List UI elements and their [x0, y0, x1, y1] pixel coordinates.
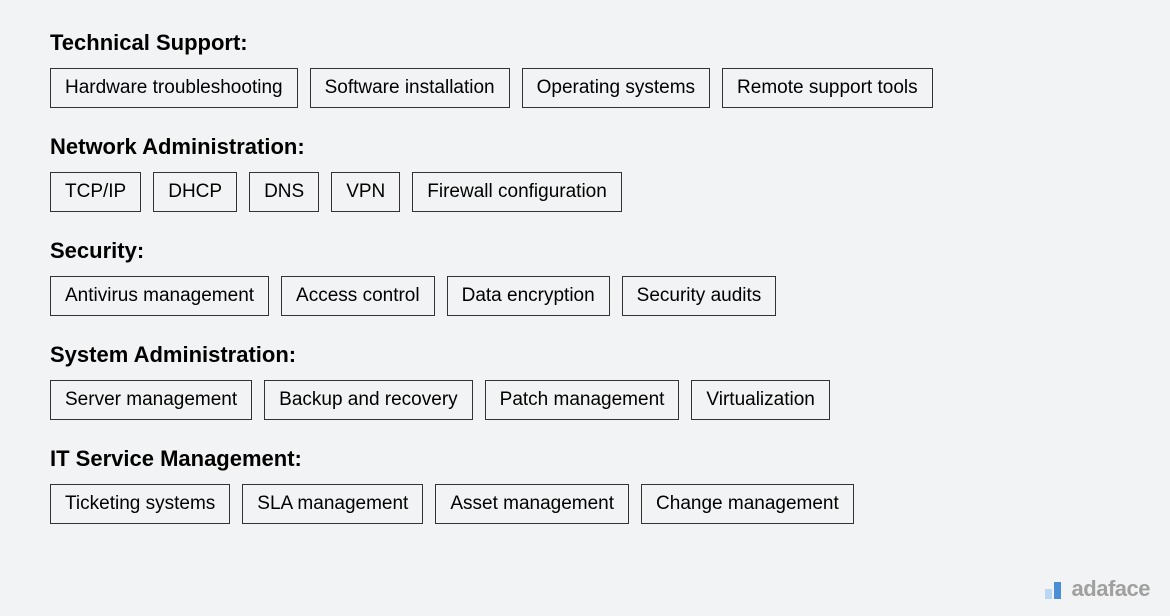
skill-section: Security: Antivirus management Access cont…	[50, 238, 1120, 316]
skills-sections: Technical Support: Hardware troubleshooti…	[50, 30, 1120, 524]
adaface-logo-text: adaface	[1072, 576, 1150, 602]
adaface-logo-icon	[1044, 579, 1066, 599]
skill-tag: TCP/IP	[50, 172, 141, 212]
logo-bar-back	[1045, 589, 1052, 599]
skill-tag: DNS	[249, 172, 319, 212]
section-title: IT Service Management:	[50, 446, 1120, 472]
skill-tag: Backup and recovery	[264, 380, 473, 420]
logo-bar-front	[1054, 582, 1061, 599]
tags-container: Antivirus management Access control Data e…	[50, 276, 1120, 316]
section-title: Security:	[50, 238, 1120, 264]
skill-tag: Data encryption	[447, 276, 610, 316]
adaface-logo: adaface	[1044, 576, 1150, 602]
section-title: Technical Support:	[50, 30, 1120, 56]
skill-tag: Antivirus management	[50, 276, 269, 316]
skill-section: Technical Support: Hardware troubleshooti…	[50, 30, 1120, 108]
skill-tag: Virtualization	[691, 380, 829, 420]
section-title: System Administration:	[50, 342, 1120, 368]
skill-section: System Administration: Server management B…	[50, 342, 1120, 420]
skill-tag: VPN	[331, 172, 400, 212]
skill-tag: Firewall configuration	[412, 172, 622, 212]
skill-tag: Change management	[641, 484, 854, 524]
skill-tag: Security audits	[622, 276, 777, 316]
skill-tag: DHCP	[153, 172, 237, 212]
skill-tag: Asset management	[435, 484, 629, 524]
skill-tag: Hardware troubleshooting	[50, 68, 298, 108]
skill-tag: Software installation	[310, 68, 510, 108]
skill-tag: Operating systems	[522, 68, 710, 108]
tags-container: Server management Backup and recovery Patc…	[50, 380, 1120, 420]
tags-container: Hardware troubleshooting Software install…	[50, 68, 1120, 108]
skill-tag: SLA management	[242, 484, 423, 524]
skill-tag: Remote support tools	[722, 68, 933, 108]
skill-tag: Patch management	[485, 380, 680, 420]
skill-section: IT Service Management: Ticketing systems S…	[50, 446, 1120, 524]
skill-tag: Access control	[281, 276, 435, 316]
skill-section: Network Administration: TCP/IP DHCP DNS VPN F…	[50, 134, 1120, 212]
skill-tag: Server management	[50, 380, 252, 420]
tags-container: TCP/IP DHCP DNS VPN Firewall configuration	[50, 172, 1120, 212]
tags-container: Ticketing systems SLA management Asset man…	[50, 484, 1120, 524]
section-title: Network Administration:	[50, 134, 1120, 160]
skill-tag: Ticketing systems	[50, 484, 230, 524]
